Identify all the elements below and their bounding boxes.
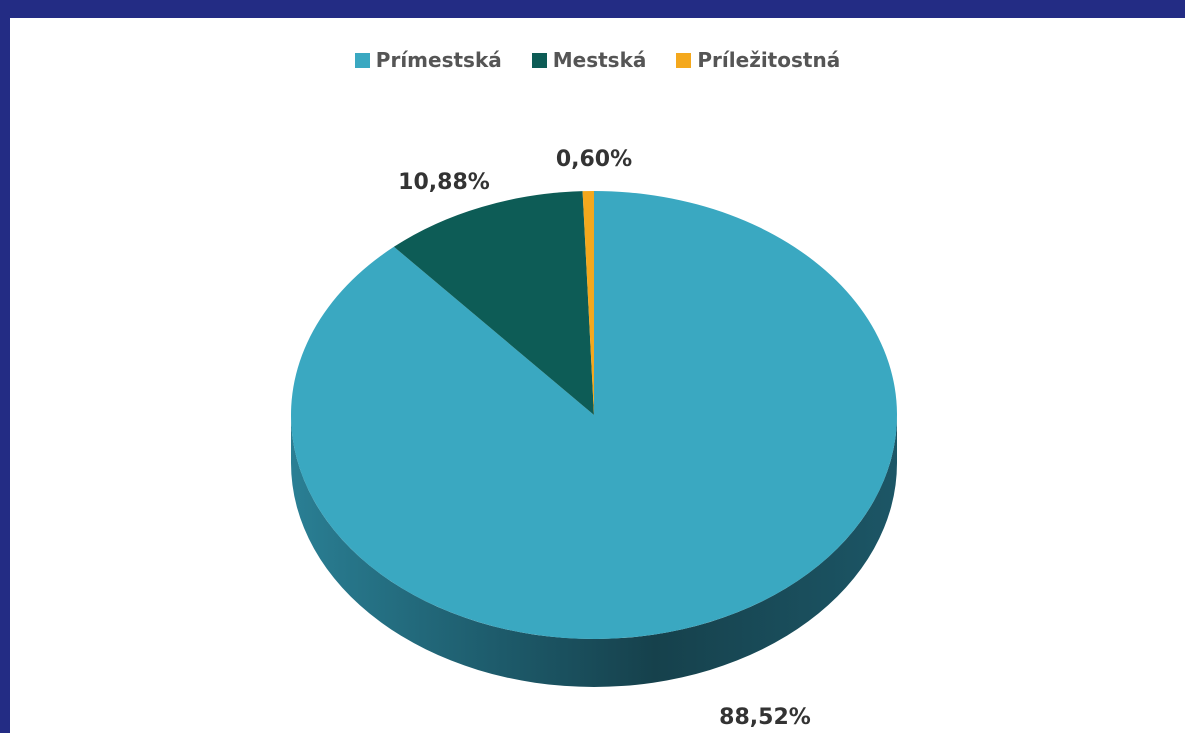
data-label-primestska: 88,52% [719,705,811,730]
data-label-mestska: 10,88% [398,170,490,195]
pie-slice-mestska [393,191,594,415]
pie-slice-primestska [291,191,897,640]
legend-swatch-mestska [531,52,547,68]
legend-item-mestska: Mestská [531,48,647,72]
legend-item-prilezitostna: Príležitostná [676,48,840,72]
pie-labels-group: 88,52% 10,88% 0,60% [398,147,811,730]
legend-item-primestska: Prímestská [354,48,502,72]
pie-slice-prilezitostna [582,191,594,415]
legend-swatch-prilezitostna [676,52,692,68]
legend-label-primestska: Prímestská [375,48,502,72]
legend-label-mestska: Mestská [552,48,647,72]
data-label-prilezitostna: 0,60% [556,147,632,172]
chart-legend: Prímestská Mestská Príležitostná [10,48,1185,72]
legend-swatch-primestska [354,52,370,68]
pie-chart: 88,52% 10,88% 0,60% [291,147,897,730]
pie-side-wall [291,415,897,687]
chart-panel: Prímestská Mestská Príležitostná 88,52% 1… [10,18,1185,733]
legend-label-prilezitostna: Príležitostná [697,48,841,72]
pie-top-group [291,191,897,640]
pie-side-group [291,415,897,687]
